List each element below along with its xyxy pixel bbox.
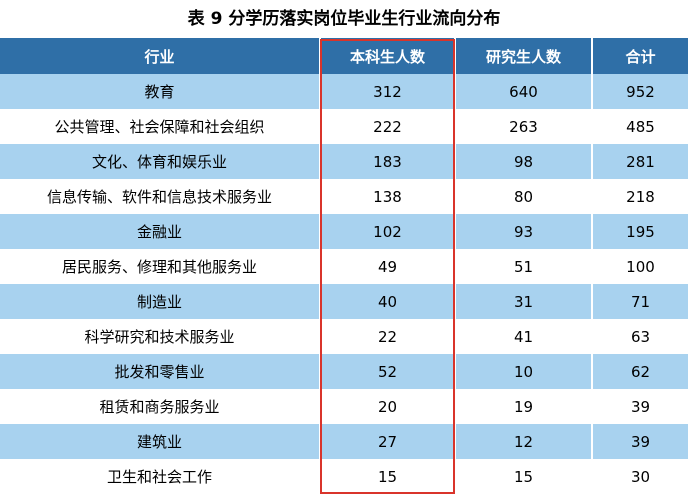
undergraduate-count-cell: 40 (320, 284, 456, 319)
industry-cell: 卫生和社会工作 (0, 459, 321, 494)
industry-cell: 居民服务、修理和其他服务业 (0, 249, 321, 284)
graduate-count-cell: 10 (455, 354, 593, 389)
industry-cell: 租赁和商务服务业 (0, 389, 321, 424)
table-row: 信息传输、软件和信息技术服务业 138 80 218 (0, 179, 688, 214)
industry-cell: 建筑业 (0, 424, 321, 459)
undergraduate-count-cell: 15 (320, 459, 456, 494)
total-cell: 30 (592, 459, 688, 494)
undergraduate-count-cell: 22 (320, 319, 456, 354)
industry-cell: 批发和零售业 (0, 354, 321, 389)
total-cell: 281 (592, 144, 688, 179)
industry-cell: 科学研究和技术服务业 (0, 319, 321, 354)
table-row: 文化、体育和娱乐业 183 98 281 (0, 144, 688, 179)
industry-table: 行业 本科生人数 研究生人数 合计 教育 312 640 952 公共管理、社会保障和社… (0, 38, 688, 494)
industry-cell: 信息传输、软件和信息技术服务业 (0, 179, 321, 214)
undergraduate-count-cell: 49 (320, 249, 456, 284)
table-row: 公共管理、社会保障和社会组织 222 263 485 (0, 109, 688, 144)
industry-cell: 制造业 (0, 284, 321, 319)
undergraduate-count-cell: 222 (320, 109, 456, 144)
column-header-undergraduate: 本科生人数 (320, 38, 456, 74)
undergraduate-count-cell: 312 (320, 74, 456, 109)
table-title: 表 9 分学历落实岗位毕业生行业流向分布 (187, 9, 501, 29)
industry-cell: 教育 (0, 74, 321, 109)
graduate-count-cell: 93 (455, 214, 593, 249)
total-cell: 63 (592, 319, 688, 354)
table-row: 建筑业 27 12 39 (0, 424, 688, 459)
header-row: 行业 本科生人数 研究生人数 合计 (0, 38, 688, 74)
graduate-count-cell: 12 (455, 424, 593, 459)
graduate-count-cell: 51 (455, 249, 593, 284)
graduate-count-cell: 15 (455, 459, 593, 494)
total-cell: 952 (592, 74, 688, 109)
table-row: 金融业 102 93 195 (0, 214, 688, 249)
graduate-count-cell: 263 (455, 109, 593, 144)
total-cell: 62 (592, 354, 688, 389)
undergraduate-count-cell: 52 (320, 354, 456, 389)
table-row: 租赁和商务服务业 20 19 39 (0, 389, 688, 424)
industry-cell: 金融业 (0, 214, 321, 249)
total-cell: 71 (592, 284, 688, 319)
graduate-count-cell: 80 (455, 179, 593, 214)
total-cell: 100 (592, 249, 688, 284)
industry-cell: 公共管理、社会保障和社会组织 (0, 109, 321, 144)
total-cell: 218 (592, 179, 688, 214)
table-row: 批发和零售业 52 10 62 (0, 354, 688, 389)
table-row: 科学研究和技术服务业 22 41 63 (0, 319, 688, 354)
column-header-industry: 行业 (0, 38, 321, 74)
undergraduate-count-cell: 183 (320, 144, 456, 179)
undergraduate-count-cell: 20 (320, 389, 456, 424)
graduate-count-cell: 31 (455, 284, 593, 319)
undergraduate-count-cell: 102 (320, 214, 456, 249)
total-cell: 39 (592, 424, 688, 459)
total-cell: 485 (592, 109, 688, 144)
table-row: 制造业 40 31 71 (0, 284, 688, 319)
table-row: 教育 312 640 952 (0, 74, 688, 109)
industry-cell: 文化、体育和娱乐业 (0, 144, 321, 179)
total-cell: 39 (592, 389, 688, 424)
table-row: 卫生和社会工作 15 15 30 (0, 459, 688, 494)
graduate-count-cell: 41 (455, 319, 593, 354)
column-header-graduate: 研究生人数 (455, 38, 593, 74)
total-cell: 195 (592, 214, 688, 249)
undergraduate-count-cell: 27 (320, 424, 456, 459)
table-row: 居民服务、修理和其他服务业 49 51 100 (0, 249, 688, 284)
column-header-total: 合计 (592, 38, 688, 74)
graduate-count-cell: 19 (455, 389, 593, 424)
undergraduate-count-cell: 138 (320, 179, 456, 214)
graduate-count-cell: 98 (455, 144, 593, 179)
graduate-count-cell: 640 (455, 74, 593, 109)
